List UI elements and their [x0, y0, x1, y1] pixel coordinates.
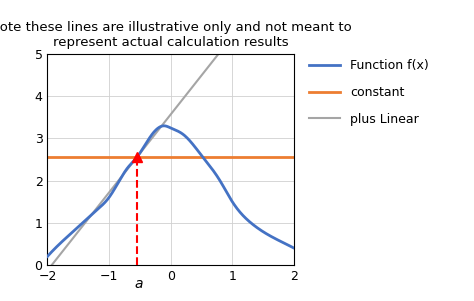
Title: Note these lines are illustrative only and not meant to
represent actual calcula: Note these lines are illustrative only a…	[0, 21, 352, 49]
Legend: Function f(x), constant, plus Linear: Function f(x), constant, plus Linear	[304, 54, 434, 131]
Text: a: a	[134, 277, 143, 291]
